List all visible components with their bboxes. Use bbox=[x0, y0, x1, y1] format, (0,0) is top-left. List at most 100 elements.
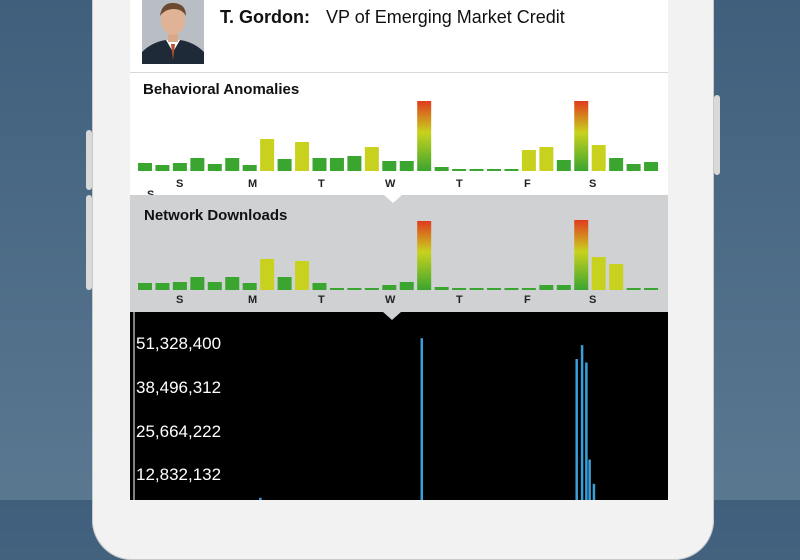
chart-bar bbox=[260, 139, 275, 171]
volume-spike bbox=[420, 338, 424, 500]
chart-bar bbox=[207, 164, 222, 171]
day-label: F bbox=[524, 178, 531, 190]
panel-pointer bbox=[383, 312, 401, 320]
chart-bar bbox=[382, 161, 397, 171]
user-role: VP of Emerging Market Credit bbox=[326, 7, 565, 27]
chart-bar bbox=[591, 145, 606, 171]
chart-bar bbox=[138, 163, 152, 171]
download-volume-panel[interactable]: 51,328,400 38,496,312 25,664,222 12,832,… bbox=[130, 312, 668, 500]
chart-bar bbox=[574, 220, 589, 290]
chart-bar bbox=[574, 101, 589, 171]
person-photo-icon bbox=[142, 0, 204, 64]
chart-bar bbox=[364, 147, 379, 171]
chart-bar bbox=[469, 169, 484, 171]
profile-header: T. Gordon: VP of Emerging Market Credit bbox=[130, 0, 668, 73]
volume-spike bbox=[592, 483, 596, 500]
chart-bar bbox=[487, 288, 501, 290]
chart-bar bbox=[225, 277, 240, 290]
anomalies-chart: SS M T W T F S bbox=[138, 101, 659, 195]
chart-bar bbox=[172, 282, 187, 290]
day-label: T bbox=[318, 178, 325, 190]
chart-bar bbox=[434, 287, 449, 290]
chart-bar bbox=[347, 156, 362, 171]
chart-bar bbox=[172, 163, 187, 171]
day-label: S bbox=[176, 294, 183, 306]
chart-bar bbox=[312, 283, 327, 290]
day-label: T bbox=[318, 294, 325, 306]
volume-spike bbox=[588, 459, 591, 500]
panel-title: Behavioral Anomalies bbox=[143, 81, 300, 98]
chart-bar bbox=[556, 160, 571, 171]
y-tick-label: 25,664,222 bbox=[136, 422, 222, 441]
day-label: S bbox=[589, 294, 596, 306]
chart-bar bbox=[329, 288, 344, 290]
chart-bar bbox=[295, 142, 310, 171]
phone-side-button bbox=[714, 95, 720, 175]
day-label: T bbox=[456, 178, 463, 190]
day-label: S bbox=[147, 189, 154, 195]
chart-bar bbox=[504, 288, 519, 290]
y-tick-label: 51,328,400 bbox=[136, 334, 222, 353]
chart-bar bbox=[399, 282, 414, 290]
chart-bar bbox=[644, 288, 659, 290]
day-label: S bbox=[176, 178, 183, 190]
chart-bar bbox=[190, 277, 205, 290]
chart-bar bbox=[521, 288, 536, 290]
phone-screen: T. Gordon: VP of Emerging Market Credit … bbox=[130, 0, 668, 500]
chart-bar bbox=[609, 158, 624, 171]
chart-bar bbox=[329, 158, 344, 171]
chart-bar bbox=[277, 159, 292, 171]
chart-bar bbox=[539, 147, 554, 171]
phone-side-button bbox=[86, 130, 92, 190]
volume-spike bbox=[580, 345, 584, 500]
chart-bar bbox=[242, 165, 257, 171]
avatar[interactable] bbox=[142, 0, 204, 64]
panel-title: Network Downloads bbox=[144, 207, 288, 224]
chart-bar bbox=[242, 283, 257, 290]
chart-bar bbox=[347, 288, 362, 290]
chart-bar bbox=[312, 158, 327, 171]
behavioral-anomalies-panel[interactable]: Behavioral Anomalies S S M T W T F S bbox=[130, 73, 668, 195]
volume-spike bbox=[575, 359, 578, 500]
chart-bar bbox=[138, 283, 152, 290]
chart-bar bbox=[225, 158, 240, 171]
chart-bar bbox=[644, 162, 659, 171]
chart-bar bbox=[399, 161, 414, 171]
chart-bar bbox=[626, 288, 641, 290]
chart-bar bbox=[609, 264, 624, 290]
chart-bar bbox=[207, 282, 222, 290]
chart-bar bbox=[539, 285, 554, 290]
chart-bar bbox=[277, 277, 292, 290]
chart-bar bbox=[417, 221, 432, 290]
chart-bar bbox=[452, 169, 467, 171]
day-label: M bbox=[248, 294, 257, 306]
chart-bar bbox=[417, 101, 432, 171]
phone-side-button bbox=[86, 195, 92, 290]
chart-bar bbox=[295, 261, 310, 290]
chart-bar bbox=[190, 158, 205, 171]
day-label: M bbox=[248, 178, 257, 190]
y-tick-label: 12,832,132 bbox=[136, 465, 222, 484]
day-label: S bbox=[589, 178, 596, 190]
chart-bar bbox=[364, 288, 379, 290]
chart-bar bbox=[155, 283, 170, 290]
chart-bar bbox=[487, 169, 501, 171]
chart-bar bbox=[260, 259, 275, 290]
day-label: F bbox=[524, 294, 531, 306]
chart-bar bbox=[591, 257, 606, 290]
volume-spike bbox=[585, 362, 588, 500]
y-tick-label: 38,496,312 bbox=[136, 378, 222, 397]
chart-bar bbox=[521, 150, 536, 171]
panel-pointer bbox=[384, 195, 402, 203]
chart-bar bbox=[452, 288, 467, 290]
chart-bar bbox=[382, 285, 397, 290]
chart-bar bbox=[556, 285, 571, 290]
day-label: W bbox=[385, 294, 396, 306]
day-label: W bbox=[385, 178, 396, 190]
chart-bar bbox=[469, 288, 484, 290]
volume-spike bbox=[259, 497, 262, 500]
volume-chart bbox=[133, 312, 596, 500]
chart-bar bbox=[155, 165, 170, 171]
